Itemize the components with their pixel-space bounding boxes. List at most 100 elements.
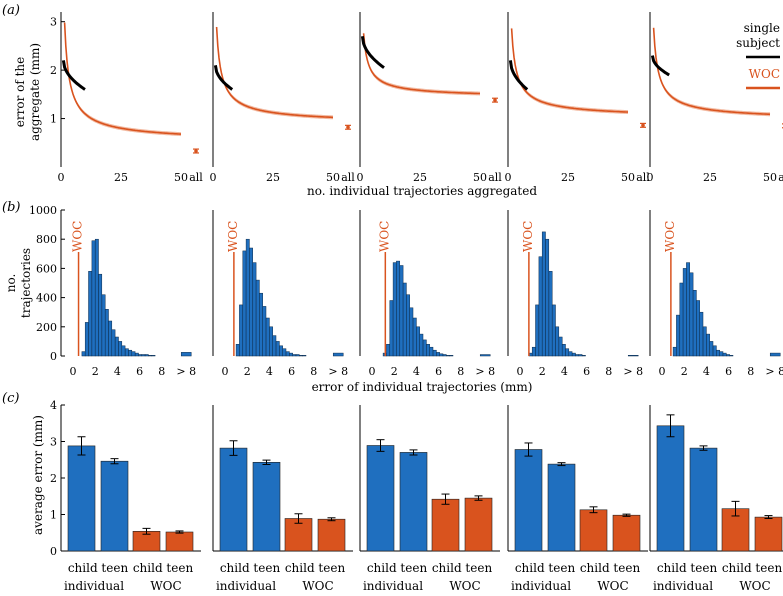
row-a-xtick-label: 25 xyxy=(266,171,280,184)
bar-individual-child xyxy=(219,447,248,552)
histogram-bar xyxy=(265,317,270,357)
histogram-bar xyxy=(399,265,404,357)
histogram-bar xyxy=(722,352,727,357)
histogram-bar xyxy=(285,351,290,357)
histogram-bar xyxy=(121,345,126,357)
histogram-bar xyxy=(429,346,434,357)
row-b-xtick-label: 6 xyxy=(288,365,295,378)
row-b-xtick-label: 4 xyxy=(413,365,420,378)
row-b-xtick-label: 4 xyxy=(266,365,273,378)
histogram-bar xyxy=(255,279,260,357)
histogram-bar xyxy=(239,304,243,357)
histogram-bar xyxy=(299,355,303,357)
panel-label-b: (b) xyxy=(2,200,20,215)
histogram-bar xyxy=(245,238,250,357)
woc-all-point xyxy=(346,125,350,130)
row-a-xtick-label: 25 xyxy=(413,171,427,184)
single-subject-curve xyxy=(360,35,385,69)
category-label-individual: child teen xyxy=(515,561,576,575)
legend-single-line2: subject xyxy=(736,36,780,50)
histogram-bar xyxy=(416,326,420,357)
histogram-bar xyxy=(575,354,580,357)
histogram-bar xyxy=(406,294,410,357)
row-c-ytick-label: 3 xyxy=(50,436,57,449)
histogram-overflow-bar xyxy=(479,354,491,357)
row-b-xtick-label: 6 xyxy=(136,365,143,378)
woc-curve xyxy=(652,27,771,116)
row-b-xtick-label: 6 xyxy=(435,365,442,378)
row-b-ytick-label: 400 xyxy=(36,292,57,305)
row-b-panel-5: 0 2 4 6 8 > 8 WOC xyxy=(649,210,783,378)
single-subject-curve xyxy=(213,65,234,91)
row-b-panel-4: 0 2 4 6 8 > 8 WOC xyxy=(507,210,643,378)
woc-line-label: WOC xyxy=(663,221,677,252)
group-label-individual: individual xyxy=(216,579,276,593)
row-b-panel-1: 0 200 400 600 800 1000 0 2 4 6 8 > 8 WOC xyxy=(29,204,196,378)
row-c-ytick-label: 1 xyxy=(50,509,57,522)
histogram-bar xyxy=(81,351,86,357)
group-label-woc: WOC xyxy=(449,579,480,593)
histogram-bar xyxy=(131,351,136,357)
histogram-bar xyxy=(91,240,96,357)
row-b-xtick-label: > 8 xyxy=(623,365,643,378)
histogram-bar xyxy=(386,344,390,357)
histogram-bar xyxy=(134,352,139,357)
histogram-bar xyxy=(111,329,116,357)
row-b-ytick-label: 200 xyxy=(36,321,57,334)
row-a-ytick-label: 1 xyxy=(50,113,57,126)
row-b-xtick-label: > 8 xyxy=(328,365,348,378)
histogram-bar xyxy=(409,307,414,357)
category-label-individual: child teen xyxy=(657,561,718,575)
histogram-bar xyxy=(118,341,123,357)
group-label-woc: WOC xyxy=(597,579,628,593)
row-a-xtick-label: 50 xyxy=(326,171,340,184)
histogram-bar xyxy=(432,349,437,357)
bar-WOC-child xyxy=(284,518,313,552)
histogram-bar xyxy=(676,314,680,357)
legend-single-line1: single xyxy=(744,21,780,35)
category-label-individual: child teen xyxy=(68,561,129,575)
histogram-bar xyxy=(392,262,397,357)
row-b-ytick-label: 0 xyxy=(50,350,57,363)
histogram-bar xyxy=(706,333,710,357)
histogram-bar xyxy=(446,355,450,357)
row-b-xtick-label: 8 xyxy=(158,365,165,378)
histogram-bar xyxy=(235,344,240,357)
histogram-bar xyxy=(702,326,707,357)
row-c-panel-5: child teen child teen individual WOC xyxy=(649,405,783,593)
category-label-woc: child teen xyxy=(722,561,783,575)
histogram-bar xyxy=(144,354,149,357)
histogram-bar xyxy=(84,322,89,357)
histogram-bar xyxy=(672,346,677,357)
row-b-xtick-label: 4 xyxy=(114,365,121,378)
histogram-bar xyxy=(555,326,560,357)
row-b-xtick-label: 0 xyxy=(659,365,666,378)
histogram-bar xyxy=(561,344,566,357)
legend-woc-label: WOC xyxy=(749,67,780,81)
histogram-bar xyxy=(682,268,687,357)
row-c-panel-1: 0 1 2 3 4 child teen child teen individual WOC xyxy=(50,399,201,593)
histogram-bar xyxy=(402,282,407,357)
row-a-xlabel: no. individual trajectories aggregated xyxy=(307,184,537,198)
woc-ci-band xyxy=(511,26,628,114)
woc-curve xyxy=(63,22,181,135)
row-a-xtick-label: 50 xyxy=(763,171,777,184)
histogram-bar xyxy=(151,355,156,357)
row-a-xtick-label: 0 xyxy=(58,171,65,184)
group-label-individual: individual xyxy=(511,579,571,593)
bar-individual-child xyxy=(656,425,685,552)
histogram-bar xyxy=(259,292,263,357)
histogram-bar xyxy=(302,355,307,357)
single-subject-curve xyxy=(508,60,529,91)
histogram-bar xyxy=(412,317,417,357)
bar-WOC-child xyxy=(579,509,608,552)
histogram-overflow-bar xyxy=(627,355,639,357)
row-b-xlabel: error of individual trajectories (mm) xyxy=(312,380,533,394)
histogram-bar xyxy=(279,345,283,357)
category-label-individual: child teen xyxy=(367,561,428,575)
histogram-bar xyxy=(439,353,444,357)
row-c-panel-2: child teen child teen individual WOC xyxy=(212,405,353,593)
single-subject-curve xyxy=(650,55,670,77)
row-b-xtick-label: 6 xyxy=(725,365,732,378)
